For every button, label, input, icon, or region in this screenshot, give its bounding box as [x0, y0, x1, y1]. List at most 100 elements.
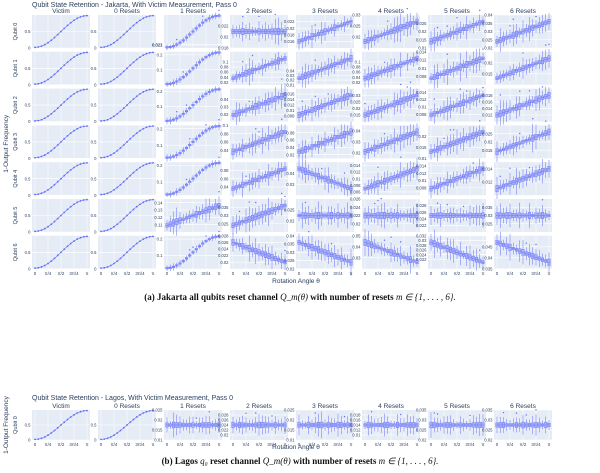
outlier — [370, 411, 373, 413]
data-point — [152, 125, 154, 127]
outlier — [192, 246, 194, 248]
caption-a-text: Jakarta all qubits reset channel — [157, 292, 278, 302]
outlier — [343, 415, 346, 418]
data-point — [86, 198, 88, 201]
x-tick-label: 0 — [364, 442, 367, 447]
x-tick-label: π/2 — [58, 271, 65, 276]
x-tick-label: π — [85, 442, 88, 447]
outlier — [301, 100, 303, 102]
y-tick-label: 0.035 — [482, 205, 493, 210]
x-tick-label: π — [217, 271, 220, 276]
data-point — [37, 193, 40, 196]
x-tick-label: π — [283, 442, 286, 447]
y-tick-label: 0.06 — [220, 176, 229, 181]
x-tick-label: π — [547, 271, 550, 276]
y-tick-label: 0.008 — [350, 183, 361, 188]
outlier — [251, 54, 254, 57]
outlier — [218, 156, 220, 158]
x-tick-label: 3π/4 — [69, 271, 79, 276]
y-tick-label: 0.016 — [284, 39, 295, 44]
x-tick-label: π — [349, 271, 352, 276]
y-tick-label: 0.03 — [352, 255, 361, 260]
outlier — [321, 167, 323, 170]
x-tick-label: π — [283, 271, 286, 276]
y-tick-label: 0.02 — [418, 29, 427, 34]
outlier — [218, 9, 220, 12]
y-tick-label: 0.03 — [418, 418, 427, 423]
y-tick-label: 0.025 — [284, 258, 295, 263]
y-tick-label: 0.035 — [482, 21, 493, 26]
outlier — [245, 412, 247, 414]
caption-a-label: (a) — [144, 292, 155, 302]
outlier — [380, 197, 382, 200]
outlier — [499, 94, 501, 96]
y-tick-label: 0.012 — [416, 97, 427, 102]
outlier — [443, 137, 445, 140]
chart-title: Qubit State Retention - Jakarta, With Vi… — [32, 2, 237, 9]
y-tick-label: 0 — [94, 119, 97, 124]
row-label: Qubit 0 — [13, 416, 19, 434]
y-tick-label: 0 — [94, 438, 97, 443]
y-tick-label: 0.5 — [91, 66, 97, 71]
outlier — [176, 110, 178, 113]
y-tick-label: 0.032 — [416, 233, 427, 238]
caption-b-text: Lagos — [174, 456, 198, 466]
outlier — [255, 128, 257, 130]
y-tick-label: 0.015 — [416, 145, 427, 150]
data-point — [79, 163, 82, 165]
outlier — [509, 167, 511, 169]
y-tick-label: 0.08 — [352, 65, 361, 70]
x-tick-label: π/4 — [309, 442, 316, 447]
y-tick-label: 0.045 — [482, 244, 493, 249]
row-label: Qubit 2 — [13, 96, 19, 114]
outlier — [548, 43, 550, 46]
y-tick-label: 0.05 — [352, 233, 361, 238]
y-tick-label: 0.026 — [218, 418, 229, 423]
y-tick-label: 0.026 — [416, 248, 427, 253]
y-tick-label: 0.01 — [418, 105, 427, 110]
outlier — [525, 242, 527, 244]
outlier — [284, 249, 286, 252]
y-tick-label: 0.02 — [286, 152, 295, 157]
outlier — [472, 162, 474, 164]
x-tick-label: 3π/4 — [531, 442, 541, 447]
data-point — [145, 163, 148, 165]
y-tick-label: 0.014 — [284, 97, 295, 102]
y-tick-label: 0.015 — [350, 113, 361, 118]
x-tick-label: π/4 — [309, 271, 316, 276]
outlier — [400, 241, 402, 243]
y-tick-label: 0.02 — [286, 26, 295, 31]
outlier — [218, 119, 220, 121]
outlier — [202, 15, 204, 17]
outlier — [255, 412, 257, 414]
y-tick-label: 0.04 — [352, 75, 361, 80]
outlier — [218, 230, 220, 233]
y-tick-label: 0.022 — [218, 428, 229, 433]
x-tick-label: π/4 — [45, 442, 52, 447]
outlier — [281, 78, 283, 80]
outlier — [205, 124, 207, 126]
x-tick-label: π/4 — [375, 271, 382, 276]
x-tick-label: 0 — [100, 442, 103, 447]
x-tick-label: 3π/4 — [333, 271, 343, 276]
outlier — [205, 235, 207, 237]
x-tick-label: π/4 — [441, 442, 448, 447]
y-tick-label: 0.2 — [157, 89, 163, 94]
x-tick-label: 0 — [232, 442, 235, 447]
x-tick-label: π/2 — [190, 271, 197, 276]
x-tick-label: π/2 — [256, 442, 263, 447]
caption-b-math: Q_m(θ) — [262, 456, 291, 466]
y-tick-label: 0.5 — [25, 103, 31, 108]
caption-b-text2: reset channel — [209, 456, 261, 466]
caption-a-rest: with number of resets — [310, 292, 394, 302]
outlier — [304, 201, 307, 204]
y-tick-label: 0.1 — [157, 67, 163, 72]
y-tick-label: 0.1 — [157, 180, 163, 185]
y-tick-label: 0.02 — [418, 134, 427, 139]
outlier — [436, 202, 439, 204]
outlier — [469, 414, 471, 417]
y-tick-label: 0.025 — [152, 408, 163, 413]
y-tick-label: 0.02 — [220, 112, 229, 117]
y-tick-label: 0.01 — [286, 82, 295, 87]
